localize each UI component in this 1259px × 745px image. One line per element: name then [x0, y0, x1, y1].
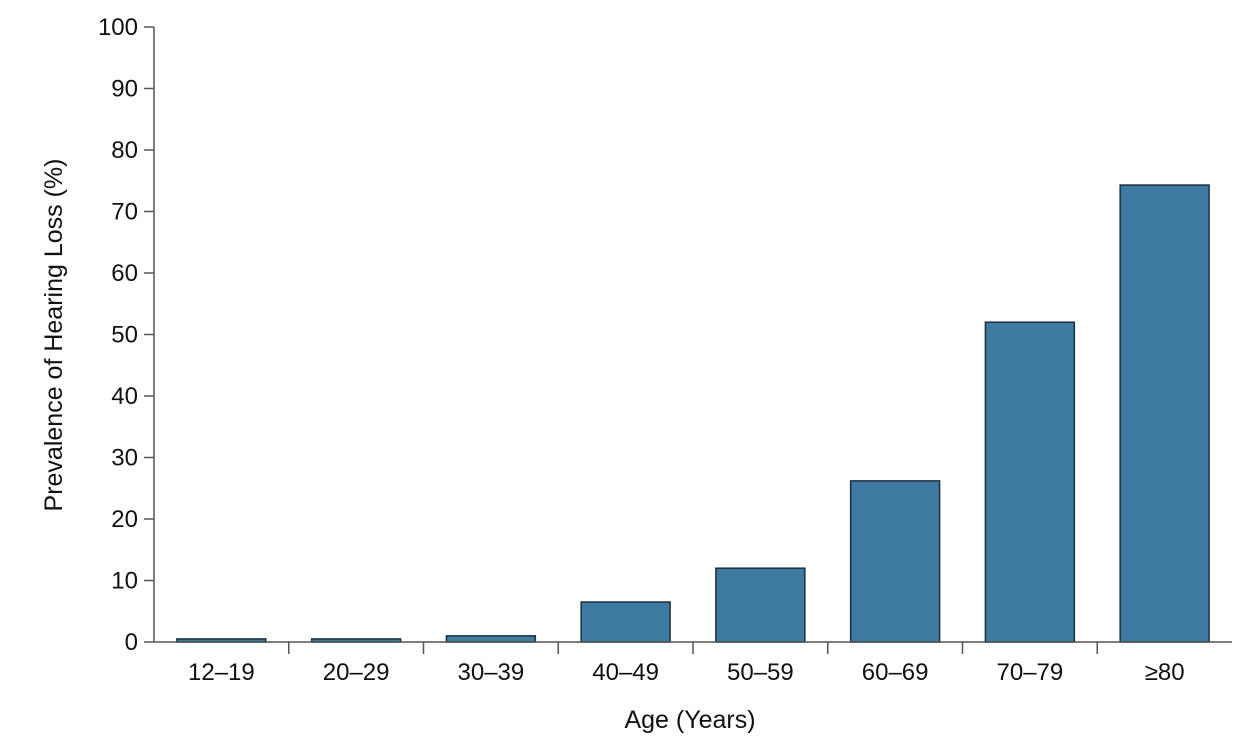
bars-group: [176, 184, 1210, 643]
x-tick-label: 70–79: [997, 659, 1064, 686]
bar-6: [849, 480, 941, 643]
y-tick-label: 50: [111, 322, 138, 349]
y-tick-label: 100: [98, 14, 138, 41]
y-tick-label: 30: [111, 445, 138, 472]
bar-5: [715, 567, 806, 643]
y-tick-label: 60: [111, 260, 138, 287]
y-tick-label: 80: [111, 137, 138, 164]
y-tick-label: 10: [111, 568, 138, 595]
x-tick-label: 60–69: [862, 659, 929, 686]
bar-7: [984, 321, 1076, 643]
bar-4: [580, 601, 671, 643]
x-tick-label: 30–39: [458, 659, 525, 686]
bar-8: [1119, 184, 1210, 643]
y-tick-label: 20: [111, 506, 138, 533]
bar-3: [445, 635, 537, 643]
x-tick-label: 50–59: [727, 659, 794, 686]
y-tick-label: 90: [111, 76, 138, 103]
y-tick-label: 0: [125, 629, 138, 656]
x-tick-label: ≥80: [1145, 659, 1185, 686]
x-tick-label: 20–29: [323, 659, 390, 686]
y-tick-label: 70: [111, 199, 138, 226]
y-ticks-group: 0 10 20 30 40 50 60 70 80 90 100: [98, 14, 154, 656]
x-tick-label: 40–49: [592, 659, 659, 686]
x-tick-label: 12–19: [188, 659, 255, 686]
y-tick-label: 40: [111, 383, 138, 410]
y-axis-title: Prevalence of Hearing Loss (%): [40, 159, 68, 512]
x-ticks-group: 12–19 20–29 30–39 40–49 50–59 60–69 70–79 ≥80: [188, 642, 1185, 686]
x-axis-title: Age (Years): [624, 706, 755, 734]
